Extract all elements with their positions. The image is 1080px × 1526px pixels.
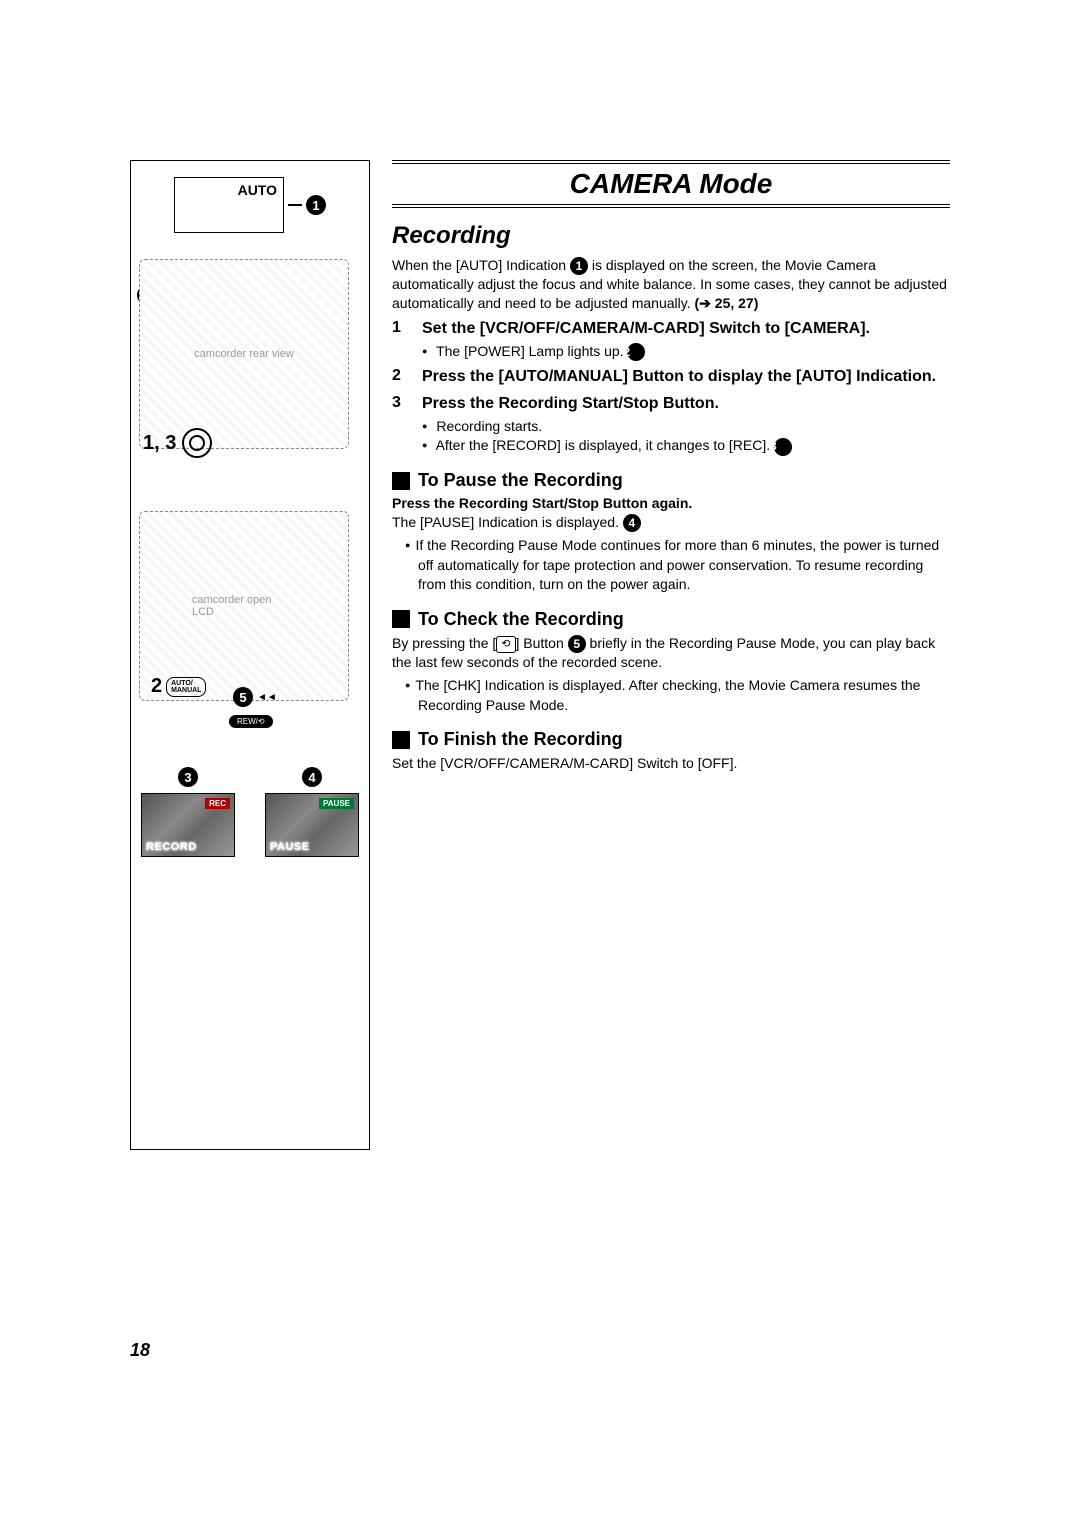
auto-indicator-row: AUTO 1 — [139, 177, 361, 233]
subhead-pause-text: To Pause the Recording — [418, 470, 623, 491]
lcd-auto-box: AUTO — [174, 177, 284, 233]
subhead-finish: To Finish the Recording — [392, 729, 950, 750]
camera-illustration-2-wrap: camcorder open LCD 2 AUTO/ MANUAL 5 ◄◄ R… — [139, 505, 361, 707]
rec-shot-col: 3 REC RECORD — [141, 767, 235, 857]
rule-bottom — [392, 204, 950, 208]
pause-shot-col: 4 PAUSE PAUSE — [265, 767, 359, 857]
pause-line2: The [PAUSE] Indication is displayed. 4 — [392, 513, 950, 532]
camera-illustration-2: camcorder open LCD — [139, 511, 349, 701]
lcd-screenshot-record: REC RECORD — [141, 793, 235, 857]
step-3: 3 Press the Recording Start/Stop Button. — [392, 394, 950, 415]
subhead-pause: To Pause the Recording — [392, 470, 950, 491]
page-number: 18 — [130, 1340, 150, 1361]
subhead-check: To Check the Recording — [392, 609, 950, 630]
auto-manual-button-label: AUTO/ MANUAL — [166, 677, 206, 697]
inline-circle-2: 2 — [627, 343, 645, 361]
lcd-screenshots-row: 3 REC RECORD 4 PAUSE PAUSE — [141, 767, 359, 857]
step-ref-1-3: 1, 3 — [143, 428, 212, 458]
inline-circle-3: 3 — [774, 438, 792, 456]
check-paragraph: By pressing the [⟲] Button 5 briefly in … — [392, 634, 950, 672]
page-crossref: (➔ 25, 27) — [695, 295, 759, 311]
callout-circle-1: 1 — [306, 195, 326, 215]
rew-button-label: REW/⟲ — [229, 715, 273, 728]
step-3-num: 3 — [392, 394, 408, 415]
rec-badge: REC — [205, 798, 230, 809]
rule-top — [392, 160, 950, 164]
step-1-num: 1 — [392, 319, 408, 340]
subhead-finish-text: To Finish the Recording — [418, 729, 623, 750]
inline-circle-4: 4 — [623, 514, 641, 532]
step-2: 2 Press the [AUTO/MANUAL] Button to disp… — [392, 367, 950, 388]
section-title: Recording — [392, 222, 950, 250]
step-3-text: Press the Recording Start/Stop Button. — [422, 394, 719, 415]
pause-badge: PAUSE — [319, 798, 354, 809]
inline-circle-1: 1 — [570, 257, 588, 275]
camera-illustration-1-wrap: 2 camcorder rear view 1, 3 — [139, 253, 361, 455]
step-1-text: Set the [VCR/OFF/CAMERA/M-CARD] Switch t… — [422, 319, 870, 340]
step-ref-2-text: 2 — [151, 675, 162, 698]
pause-bold-line: Press the Recording Start/Stop Button ag… — [392, 495, 950, 511]
check-bullet: The [CHK] Indication is displayed. After… — [405, 676, 950, 715]
step-1-bullet-1: The [POWER] Lamp lights up. 2 — [422, 342, 950, 362]
callout-circle-3: 3 — [178, 767, 198, 787]
black-square-icon — [392, 472, 410, 490]
loop-button-icon: ⟲ — [496, 636, 515, 653]
auto-label: AUTO — [238, 182, 277, 198]
connector-line — [288, 204, 302, 206]
black-square-icon — [392, 610, 410, 628]
rewind-double-arrow-icon: ◄◄ — [257, 692, 277, 703]
callout-circle-5: 5 — [233, 687, 253, 707]
text-column: CAMERA Mode Recording When the [AUTO] In… — [392, 160, 950, 1150]
step-1: 1 Set the [VCR/OFF/CAMERA/M-CARD] Switch… — [392, 319, 950, 340]
manual-page: AUTO 1 2 camcorder rear view 1, 3 camcor… — [130, 160, 950, 1150]
subhead-check-text: To Check the Recording — [418, 609, 624, 630]
step-ref-2: 2 AUTO/ MANUAL — [151, 675, 206, 698]
step-2-num: 2 — [392, 367, 408, 388]
inline-circle-5: 5 — [568, 635, 586, 653]
black-square-icon — [392, 731, 410, 749]
lcd-screenshot-pause: PAUSE PAUSE — [265, 793, 359, 857]
rew-loop-icon: ⟲ — [258, 717, 265, 726]
finish-paragraph: Set the [VCR/OFF/CAMERA/M-CARD] Switch t… — [392, 754, 950, 773]
callout-circle-4: 4 — [302, 767, 322, 787]
intro-paragraph: When the [AUTO] Indication 1 is displaye… — [392, 256, 950, 313]
callout-5-pos: 5 ◄◄ — [233, 687, 277, 707]
mode-dial-icon — [182, 428, 212, 458]
step-ref-1-3-text: 1, 3 — [143, 432, 176, 455]
pause-bullet: If the Recording Pause Mode continues fo… — [405, 536, 950, 595]
illustration-panel: AUTO 1 2 camcorder rear view 1, 3 camcor… — [130, 160, 370, 1150]
step-3-bullet-2: After the [RECORD] is displayed, it chan… — [422, 436, 950, 456]
arrow-icon: ➔ — [699, 295, 711, 311]
chapter-title: CAMERA Mode — [392, 168, 950, 200]
step-2-text: Press the [AUTO/MANUAL] Button to displa… — [422, 367, 936, 388]
rew-button-label-wrap: REW/⟲ — [229, 711, 273, 729]
pause-overlay-label: PAUSE — [270, 841, 310, 853]
camera-illustration-1: camcorder rear view — [139, 259, 349, 449]
step-3-bullet-1: Recording starts. — [422, 417, 950, 437]
record-overlay-label: RECORD — [146, 841, 197, 853]
